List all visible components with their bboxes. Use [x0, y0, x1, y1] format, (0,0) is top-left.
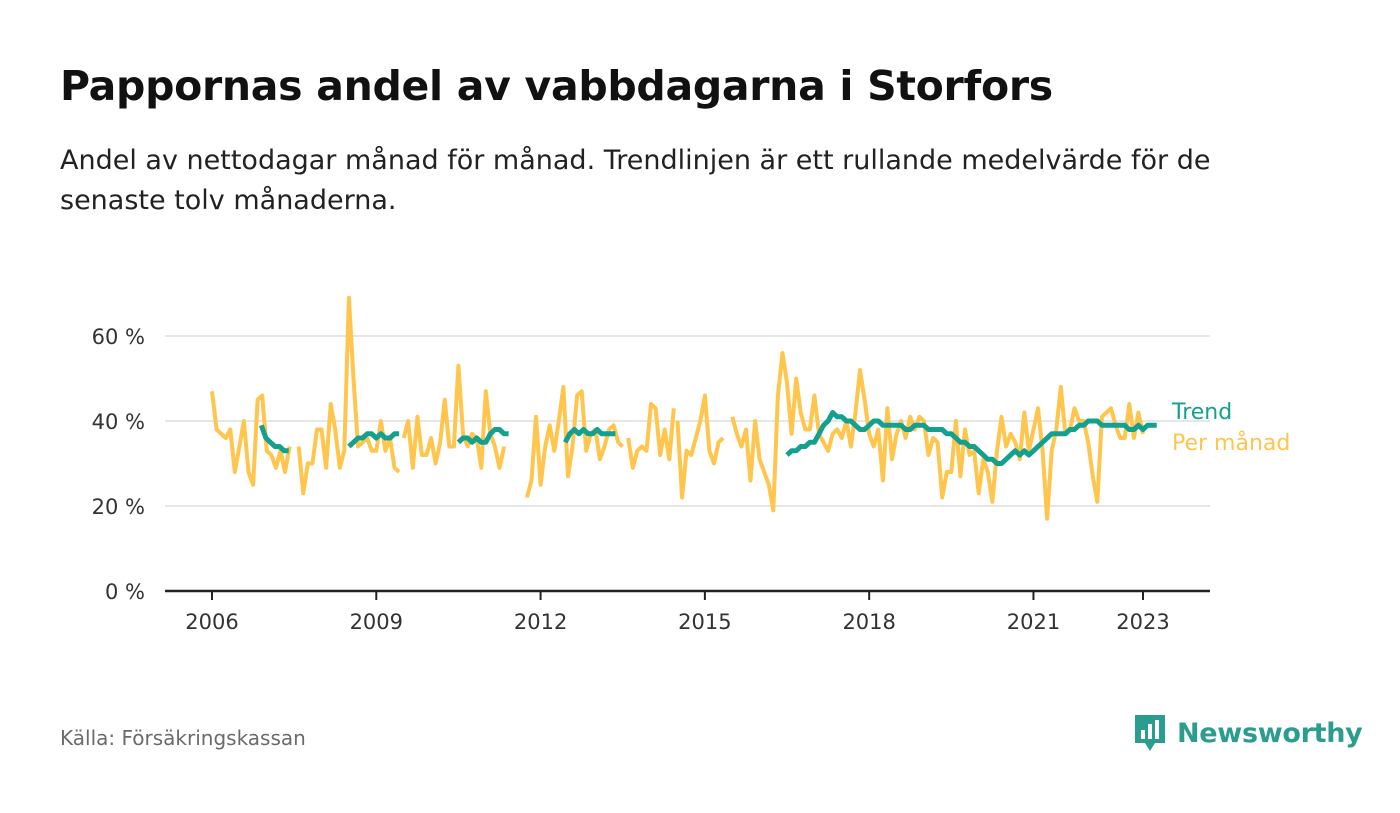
monthly-series-line [675, 393, 725, 500]
y-tick-label: 40 % [92, 410, 145, 434]
x-axis: 2006 2009 2012 2015 2018 2021 2023 [165, 589, 1210, 634]
x-tick-label: 2023 [1116, 610, 1169, 634]
trend-series-line [456, 427, 509, 445]
trend-series-line [258, 424, 289, 454]
legend-label: Trend [1171, 400, 1232, 425]
y-axis: 0 % 20 % 40 % 60 % [92, 325, 145, 604]
x-tick-label: 2015 [678, 610, 731, 634]
x-tick-label: 2006 [185, 610, 238, 634]
monthly-series-line [210, 391, 292, 487]
chart-subtitle: Andel av nettodagar månad för månad. Tre… [60, 145, 1211, 216]
trend-series-line [563, 427, 616, 444]
y-tick-label: 0 % [105, 580, 145, 604]
monthly-series-line [296, 295, 401, 496]
monthly-series-line [524, 385, 625, 499]
x-tick-label: 2018 [842, 610, 895, 634]
chart-title: Pappornas andel av vabbdagarna i Storfor… [60, 62, 1053, 110]
monthly-series-line [401, 363, 507, 470]
source-note: Källa: Försäkringskassan [60, 726, 306, 750]
series-lines [210, 295, 1157, 521]
trend-series-line [347, 431, 400, 449]
x-tick-label: 2021 [1007, 610, 1060, 634]
monthly-series-line [626, 402, 676, 470]
trend-series-line [785, 410, 1157, 466]
x-tick-label: 2009 [350, 610, 403, 634]
x-tick-label: 2012 [514, 610, 567, 634]
grid-lines [165, 335, 1210, 507]
monthly-series-line [730, 351, 1145, 521]
y-tick-label: 60 % [92, 325, 145, 349]
brand-name: Newsworthy [1177, 717, 1363, 749]
newsworthy-logo-icon [1135, 715, 1165, 751]
legend: Trend Per månad [1171, 400, 1290, 456]
y-tick-label: 20 % [92, 495, 145, 519]
brand-logo[interactable]: Newsworthy [1133, 712, 1363, 754]
legend-label: Per månad [1172, 430, 1290, 456]
